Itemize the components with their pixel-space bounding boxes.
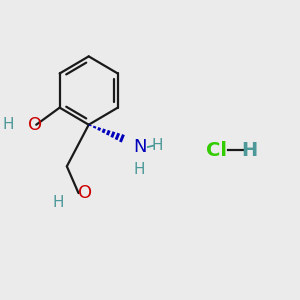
Text: H: H <box>152 138 163 153</box>
Text: O: O <box>28 116 42 134</box>
Text: H: H <box>3 117 14 132</box>
Text: H: H <box>241 140 257 160</box>
Text: N: N <box>133 138 146 156</box>
Text: O: O <box>78 184 92 202</box>
Text: Cl: Cl <box>206 140 227 160</box>
Text: H: H <box>52 194 64 209</box>
Text: H: H <box>134 162 146 177</box>
